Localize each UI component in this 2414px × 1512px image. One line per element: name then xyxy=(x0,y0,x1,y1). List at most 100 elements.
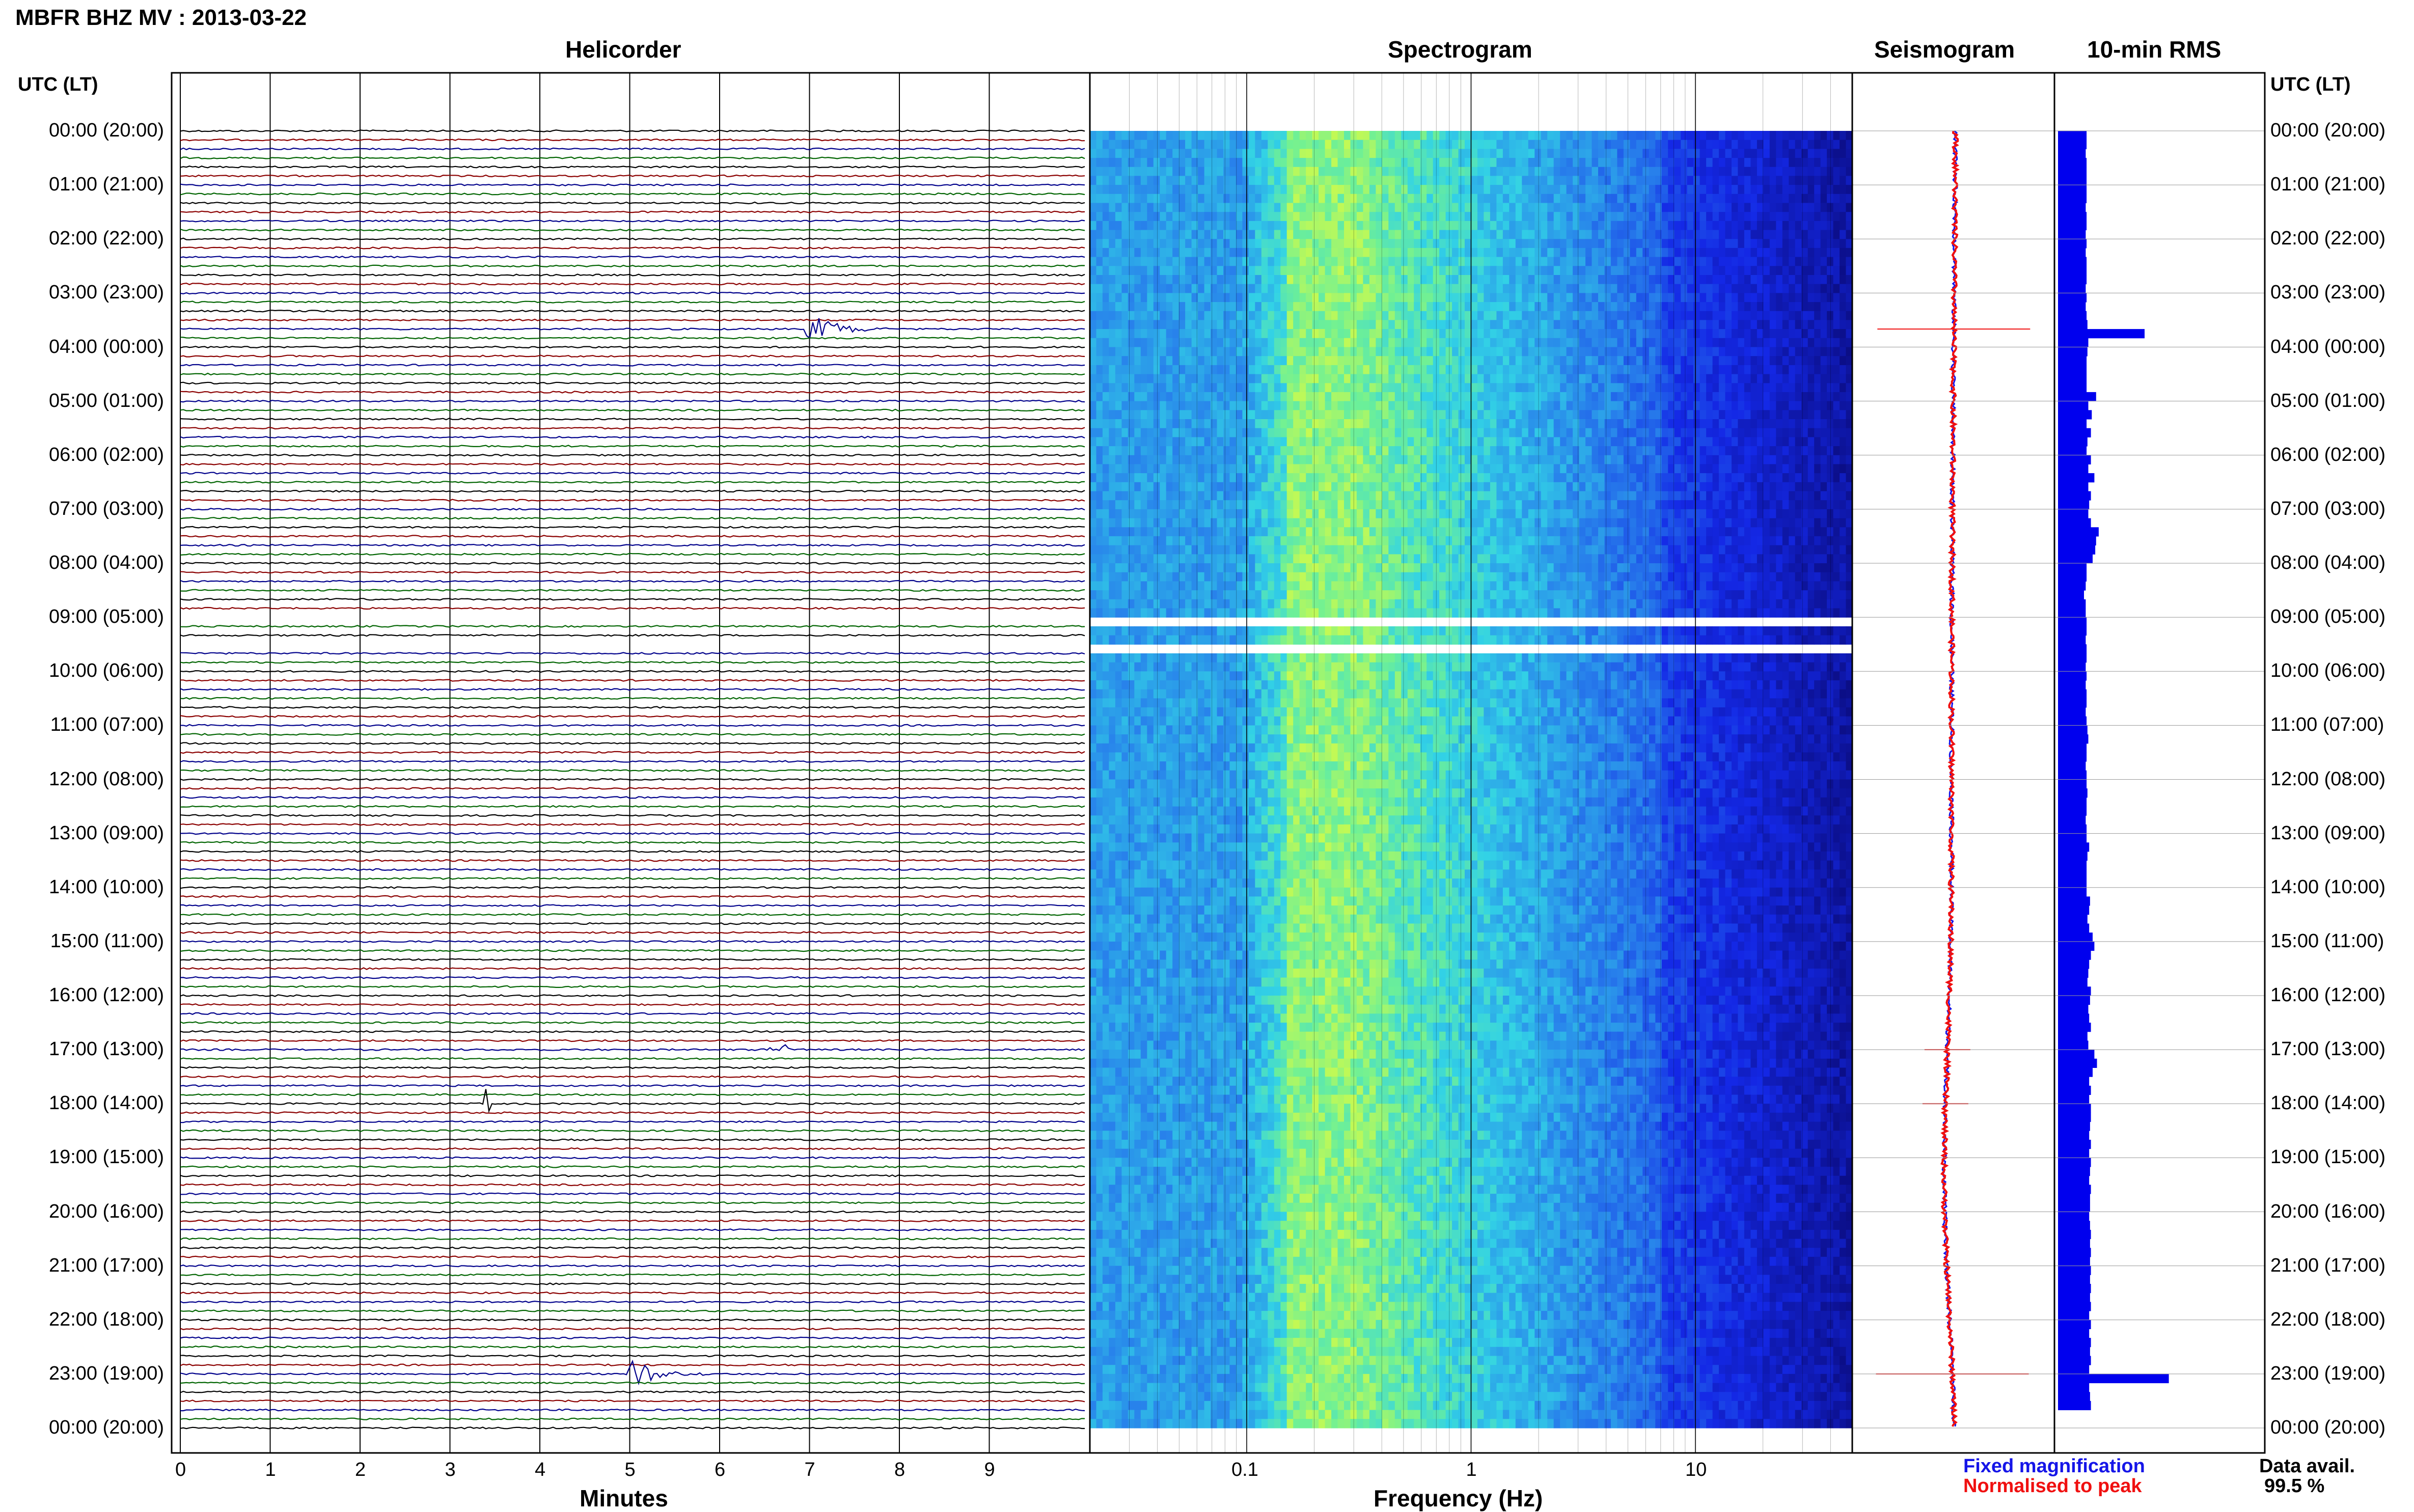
spectrogram-cell xyxy=(1782,455,1789,464)
spectrogram-cell xyxy=(1242,293,1249,302)
spectrogram-cell xyxy=(1567,266,1573,275)
spectrogram-cell xyxy=(1357,320,1363,329)
spectrogram-cell xyxy=(1605,401,1611,410)
spectrogram-cell xyxy=(1687,464,1694,473)
spectrogram-cell xyxy=(1516,464,1522,473)
spectrogram-cell xyxy=(1249,482,1255,491)
helicorder-trace xyxy=(180,734,1085,735)
spectrogram-cell xyxy=(1821,140,1827,149)
spectrogram-cell xyxy=(1229,266,1236,275)
spectrogram-cell xyxy=(1344,257,1351,266)
spectrogram-cell xyxy=(1598,374,1605,383)
spectrogram-cell xyxy=(1344,275,1351,284)
spectrogram-cell xyxy=(1363,338,1369,347)
spectrogram-cell xyxy=(1592,158,1599,167)
helicorder-trace xyxy=(180,571,1085,573)
spectrogram-cell xyxy=(1541,302,1548,311)
spectrogram-cell xyxy=(1490,131,1497,140)
spectrogram-cell xyxy=(1325,491,1332,501)
spectrogram-cell xyxy=(1229,194,1236,203)
spectrogram-cell xyxy=(1427,239,1433,248)
spectrogram-cell xyxy=(1693,356,1700,365)
spectrogram-cell xyxy=(1471,302,1478,311)
spectrogram-cell xyxy=(1287,383,1294,392)
spectrogram-cell xyxy=(1598,329,1605,338)
spectrogram-cell xyxy=(1662,464,1668,473)
spectrogram-cell xyxy=(1160,365,1166,374)
spectrogram-cell xyxy=(1763,419,1770,428)
spectrogram-cell xyxy=(1166,275,1173,284)
spectrogram-cell xyxy=(1357,338,1363,347)
helicorder-trace xyxy=(180,481,1085,483)
spectrogram-cell xyxy=(1382,464,1389,473)
spectrogram-cell xyxy=(1128,455,1135,464)
spectrogram-cell xyxy=(1376,392,1382,401)
spectrogram-cell xyxy=(1516,374,1522,383)
spectrogram-cell xyxy=(1223,329,1230,338)
spectrogram-cell xyxy=(1738,365,1744,374)
spectrogram-cell xyxy=(1160,473,1166,482)
spectrogram-cell xyxy=(1611,320,1617,329)
spectrogram-cell xyxy=(1427,176,1433,185)
spectrogram-cell xyxy=(1134,329,1141,338)
spectrogram-cell xyxy=(1471,257,1478,266)
spectrogram-cell xyxy=(1840,392,1846,401)
spectrogram-cell xyxy=(1738,320,1744,329)
spectrogram-cell xyxy=(1496,230,1503,239)
spectrogram-cell xyxy=(1293,428,1300,437)
spectrogram-cell xyxy=(1395,248,1402,257)
spectrogram-cell xyxy=(1160,455,1166,464)
spectrogram-cell xyxy=(1738,437,1744,446)
spectrogram-cell xyxy=(1516,212,1522,221)
spectrogram-cell xyxy=(1642,338,1649,347)
spectrogram-cell xyxy=(1376,212,1382,221)
spectrogram-cell xyxy=(1121,194,1128,203)
spectrogram-cell xyxy=(1179,131,1186,140)
spectrogram-cell xyxy=(1808,293,1815,302)
spectrogram-cell xyxy=(1192,302,1198,311)
spectrogram-cell xyxy=(1541,392,1548,401)
spectrogram-cell xyxy=(1541,266,1548,275)
spectrogram-cell xyxy=(1573,473,1579,482)
helicorder-trace xyxy=(180,923,1085,924)
spectrogram-cell xyxy=(1211,203,1217,212)
spectrogram-cell xyxy=(1319,329,1325,338)
spectrogram-cell xyxy=(1300,338,1306,347)
spectrogram-cell xyxy=(1693,149,1700,158)
spectrogram-cell xyxy=(1211,158,1217,167)
spectrogram-cell xyxy=(1713,194,1719,203)
spectrogram-cell xyxy=(1274,311,1281,320)
spectrogram-cell xyxy=(1662,257,1668,266)
spectrogram-cell xyxy=(1541,185,1548,194)
spectrogram-cell xyxy=(1585,221,1592,230)
spectrogram-cell xyxy=(1770,221,1776,230)
spectrogram-cell xyxy=(1103,437,1109,446)
spectrogram-cell xyxy=(1789,365,1795,374)
helicorder-trace xyxy=(180,409,1085,411)
spectrogram-cell xyxy=(1300,248,1306,257)
spectrogram-cell xyxy=(1528,419,1535,428)
spectrogram-cell xyxy=(1414,239,1420,248)
spectrogram-cell xyxy=(1757,410,1764,419)
spectrogram-cell xyxy=(1452,347,1459,356)
spectrogram-cell xyxy=(1109,311,1115,320)
spectrogram-cell xyxy=(1713,293,1719,302)
spectrogram-cell xyxy=(1763,473,1770,482)
spectrogram-cell xyxy=(1496,428,1503,437)
spectrogram-cell xyxy=(1344,239,1351,248)
spectrogram-cell xyxy=(1388,203,1395,212)
spectrogram-cell xyxy=(1567,257,1573,266)
spectrogram-cell xyxy=(1395,365,1402,374)
spectrogram-cell xyxy=(1592,293,1599,302)
spectrogram-cell xyxy=(1141,194,1147,203)
spectrogram-cell xyxy=(1274,194,1281,203)
spectrogram-cell xyxy=(1814,248,1821,257)
spectrogram-cell xyxy=(1357,149,1363,158)
spectrogram-cell xyxy=(1471,464,1478,473)
spectrogram-cell xyxy=(1598,212,1605,221)
spectrogram-cell xyxy=(1789,212,1795,221)
helicorder-trace xyxy=(180,1130,1085,1132)
spectrogram-cell xyxy=(1147,140,1154,149)
spectrogram-cell xyxy=(1567,311,1573,320)
spectrogram-cell xyxy=(1509,230,1516,239)
